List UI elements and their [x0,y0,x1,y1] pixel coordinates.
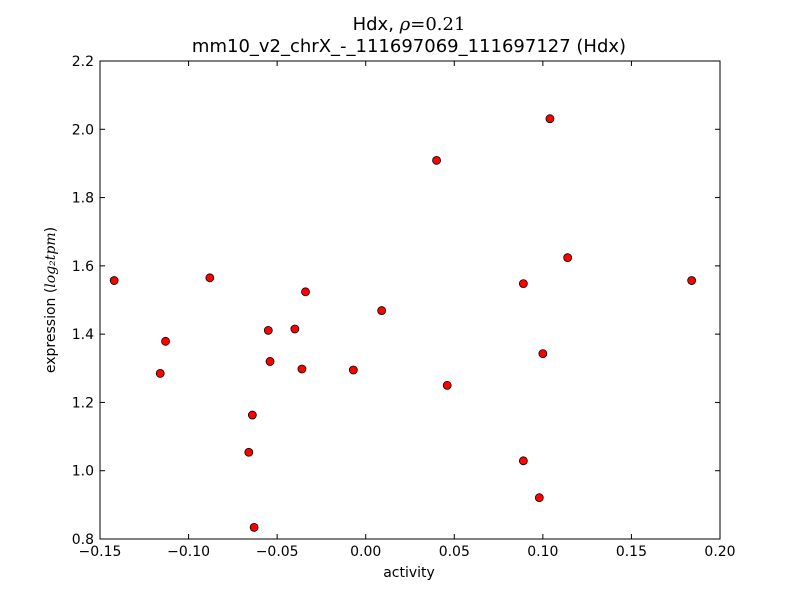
data-point [432,155,441,165]
plot-area: −0.15 −0.10 −0.05 0.00 0.05 0.10 0.15 0.20 0.8 1.… [72,54,736,560]
data-point [290,324,300,334]
data-point [687,276,697,285]
x-tick-label: 0.15 [616,544,647,560]
x-tick-label: 0.20 [704,544,735,560]
y-tick-label: 1.6 [72,259,94,275]
data-point [301,287,310,297]
x-axis-label: activity [383,565,435,581]
data-point [249,522,259,532]
data-point [442,380,452,390]
y-tick-label: 1.4 [72,327,94,343]
chart-title-line1: Hdx, ρ=0.21 [353,14,466,35]
plot-background [100,61,720,539]
x-tick-label: −0.05 [256,544,299,560]
plot-frame [99,60,721,540]
data-point [348,365,358,375]
data-point [297,364,307,374]
data-point [518,456,528,466]
data-point [545,114,555,124]
y-tick-label: 1.8 [72,191,94,207]
chart-title-line2: mm10_v2_chrX_-_111697069_111697127 (Hdx) [192,36,626,57]
data-point [205,273,215,283]
chart-title-rho-symbol: ρ [399,14,411,35]
y-tick-label: 1.0 [72,464,94,480]
data-point [538,349,548,359]
data-point [247,410,257,420]
data-point [563,253,573,263]
data-point [534,493,544,503]
chart-title-prefix: Hdx, [353,14,400,35]
data-point [263,325,273,335]
y-axis-label-math: log₂tpm [43,232,59,287]
x-tick-label: −0.15 [79,544,122,560]
data-point [161,336,170,346]
data-point [518,279,528,289]
x-tick-label: 0.00 [350,544,381,560]
x-tick-label: 0.05 [439,544,470,560]
chart-title-rho-value: =0.21 [410,14,465,35]
y-axis-label-prefix: expression ( [43,288,59,373]
data-point [377,306,387,315]
y-axis-label: expression (log₂tpm) [43,227,59,373]
x-tick-label: −0.10 [167,544,210,560]
data-point [265,357,275,366]
data-point [109,276,119,285]
y-tick-label: 1.2 [72,395,94,411]
y-tick-label: 2.2 [72,54,94,70]
data-point [155,369,165,378]
y-tick-label: 2.0 [72,122,94,138]
x-tick-label: 0.10 [527,544,558,560]
y-tick-label: 0.8 [72,532,94,548]
data-point [244,447,254,457]
y-axis-label-suffix: ) [43,227,59,232]
